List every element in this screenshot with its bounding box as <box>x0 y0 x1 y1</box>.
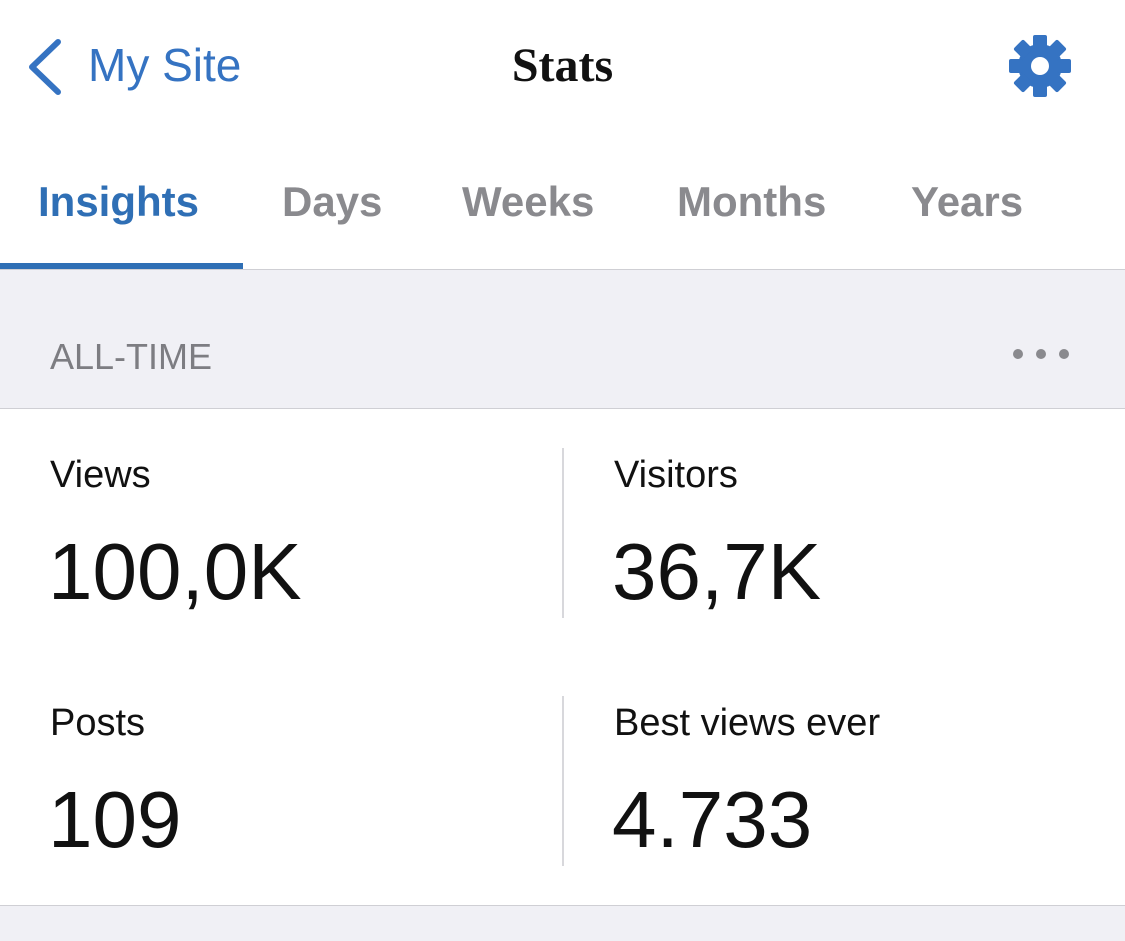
page-title: Stats <box>511 39 614 92</box>
tab[interactable]: Years <box>911 178 1024 225</box>
stat-value: 100,0K <box>48 527 302 616</box>
divider <box>0 905 1125 906</box>
stat-value: 4.733 <box>612 775 813 864</box>
tab[interactable]: Weeks <box>462 178 595 225</box>
settings-icon[interactable] <box>1008 34 1072 98</box>
tab-indicator <box>0 263 243 269</box>
column-divider <box>562 696 564 866</box>
back-chevron[interactable] <box>24 38 66 96</box>
section-title: ALL-TIME <box>50 336 213 377</box>
divider <box>0 269 1125 270</box>
tab[interactable]: Months <box>677 178 827 225</box>
stat-value: 109 <box>48 775 182 864</box>
back-button[interactable]: My Site <box>88 39 242 91</box>
stat-label: Best views ever <box>614 702 881 744</box>
tab[interactable]: Insights <box>38 178 200 225</box>
stat-label: Views <box>50 454 151 496</box>
stat-label: Visitors <box>614 454 738 496</box>
column-divider <box>562 448 564 618</box>
footer-bg <box>0 906 1125 941</box>
stat-label: Posts <box>50 702 146 744</box>
section-header-bg <box>0 269 1125 408</box>
stat-value: 36,7K <box>612 527 822 616</box>
tab[interactable]: Days <box>282 178 383 225</box>
more-button[interactable] <box>1010 344 1072 364</box>
divider <box>0 408 1125 409</box>
